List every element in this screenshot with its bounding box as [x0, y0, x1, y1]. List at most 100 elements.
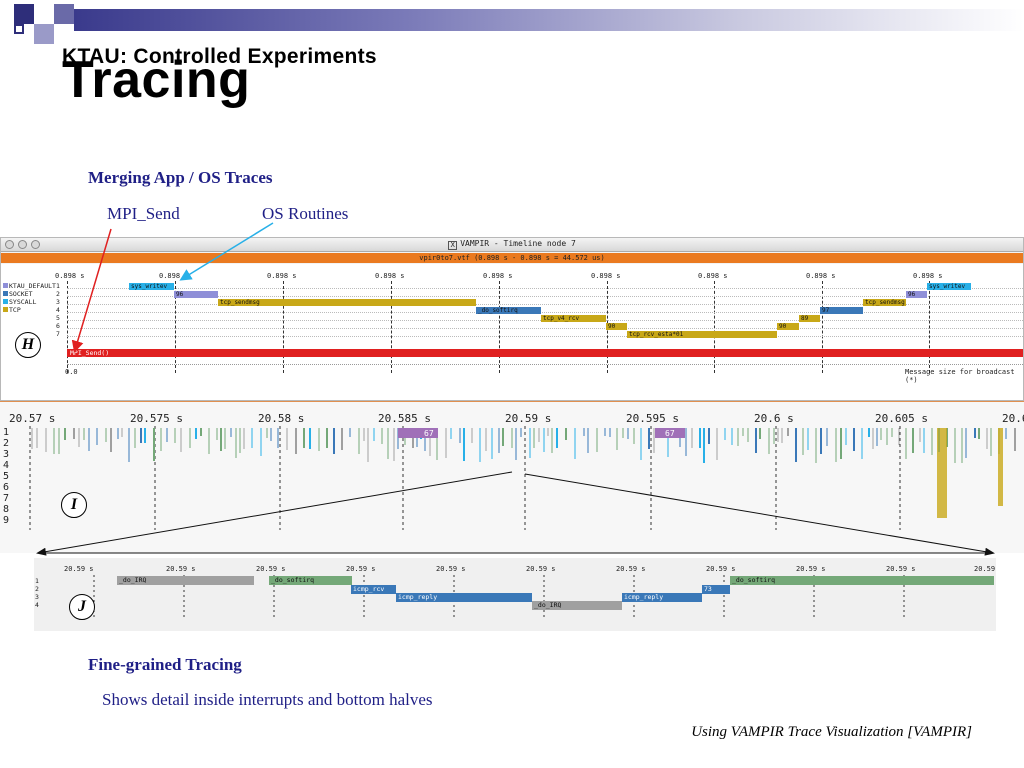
legend-swatch: [3, 299, 8, 304]
trace-bar-tcp-sendmsg[interactable]: tcp_sendmsg: [218, 299, 476, 306]
timeline-i-panel[interactable]: 20.57 s 20.575 s 20.58 s 20.585 s 20.59 …: [0, 401, 1024, 553]
timeline-i-event-block: [655, 428, 685, 438]
timeline-i-row: 1: [3, 427, 10, 438]
timeline-i-tick: 20.59 s: [505, 412, 552, 425]
trace-bar-do-irq[interactable]: _do_IRQ: [532, 601, 622, 610]
trace-bar-sys-writev[interactable]: sys_writev: [927, 283, 971, 290]
minimize-window-button[interactable]: [18, 240, 27, 249]
x-window-icon: X: [448, 241, 458, 250]
timeline-j-tick: 20.59 s: [256, 565, 286, 573]
timeline-h-row-line: [67, 328, 1023, 329]
timeline-h-tick: 0.898 s: [375, 272, 405, 280]
trace-bar-sys-writev[interactable]: sys_writev: [129, 283, 174, 290]
trace-bar-do-irq[interactable]: _do_IRQ: [117, 576, 254, 585]
legend-item: SOCKET: [3, 290, 32, 298]
timeline-h-row-line: [67, 312, 1023, 313]
timeline-h-row-line: [67, 296, 1023, 297]
timeline-j-row: 4: [35, 601, 39, 609]
timeline-j-row: 2: [35, 585, 39, 593]
heading-fine-grained: Fine-grained Tracing: [88, 655, 242, 674]
trace-bar-do-softirq[interactable]: _do_softirq: [730, 576, 994, 585]
timeline-h-gridline: [929, 281, 930, 373]
timeline-i-tick: 20.61: [1002, 412, 1024, 425]
trace-bar-icmp-rcv[interactable]: icmp_rcv: [351, 585, 396, 594]
timeline-h-tick: 0.898 s: [913, 272, 943, 280]
timeline-i-row: 7: [3, 493, 10, 504]
timeline-h-tick: 0.898 s: [267, 272, 297, 280]
timeline-i-tick: 20.6 s: [754, 412, 794, 425]
row-number: 1: [56, 282, 60, 290]
timeline-j-tick: 20.59 s: [64, 565, 94, 573]
slide-subtitle: KTAU: Controlled Experiments: [62, 45, 377, 68]
timeline-i-tick: 20.595 s: [626, 412, 679, 425]
timeline-h-tick: 0.898 s: [806, 272, 836, 280]
timeline-h-gridline: [391, 281, 392, 373]
timeline-j-row: 1: [35, 577, 39, 585]
timeline-i-events: [31, 428, 1016, 463]
trace-bar-tcp[interactable]: 90: [777, 323, 799, 330]
trace-bar-tcp[interactable]: 89: [799, 315, 820, 322]
timeline-j-tick: 20.59 s: [346, 565, 376, 573]
timeline-j-tick: 20.59 s: [526, 565, 556, 573]
legend-item: SYSCALL: [3, 298, 36, 306]
trace-bar-tcp-v4-rcv[interactable]: tcp_v4_rcv: [541, 315, 606, 322]
trace-bar-tcp-rcv-esta[interactable]: tcp_rcv_esta*01: [627, 331, 777, 338]
timeline-j-tick: 20.59: [974, 565, 996, 573]
timeline-j-tick: 20.59 s: [796, 565, 826, 573]
timeline-i-event-block: [398, 428, 438, 438]
row-number: 2: [56, 290, 60, 298]
timeline-i-row: 8: [3, 504, 10, 515]
timeline-h-gridline: [714, 281, 715, 373]
axis-zero-label: 0.0: [65, 368, 78, 376]
row-number: 5: [56, 314, 60, 322]
legend-item: TCP: [3, 306, 21, 314]
close-window-button[interactable]: [5, 240, 14, 249]
trace-bar-do-softirq[interactable]: _do_softirq: [476, 307, 541, 314]
trace-bar-tcp[interactable]: 90: [606, 323, 627, 330]
marker-h: H: [15, 332, 41, 358]
legend-swatch: [3, 291, 8, 296]
timeline-h-tick: 0.898 s: [698, 272, 728, 280]
timeline-j-tick: 20.59 s: [706, 565, 736, 573]
timeline-i-label: 67: [424, 429, 434, 438]
timeline-j-panel[interactable]: 20.59 s 20.59 s 20.59 s 20.59 s 20.59 s …: [34, 558, 996, 631]
heading-merging: Merging App / OS Traces: [88, 168, 273, 187]
timeline-i-row: 5: [3, 471, 10, 482]
trace-bar-socket[interactable]: 73: [702, 585, 730, 594]
description-text: Shows detail inside interrupts and botto…: [102, 690, 433, 709]
timeline-h-tick: 0.898 s: [159, 272, 189, 280]
slide-title: Tracing: [62, 51, 251, 109]
label-os-routines: OS Routines: [262, 204, 349, 223]
zoom-window-button[interactable]: [31, 240, 40, 249]
title-gradient-bar: [74, 9, 1024, 31]
deco-square-dark: [14, 4, 34, 24]
trace-bar-ktau[interactable]: 96: [174, 291, 218, 298]
row-number: 3: [56, 298, 60, 306]
mpi-send-bar[interactable]: MPI_Send(): [67, 349, 1023, 357]
timeline-i-trace: 67 67: [29, 426, 1016, 530]
trace-bar-icmp-reply[interactable]: icmp_reply: [396, 593, 532, 602]
timeline-h-gridline: [175, 281, 176, 373]
timeline-h-gridline: [822, 281, 823, 373]
timeline-h-plot[interactable]: 0.898 s 0.898 s 0.898 s 0.898 s 0.898 s …: [1, 264, 1023, 400]
timeline-h-tick: 0.898 s: [55, 272, 85, 280]
timeline-i-event-block: [937, 428, 947, 518]
trace-bar-socket[interactable]: 97: [820, 307, 863, 314]
marker-i: I: [61, 492, 87, 518]
timeline-j-tick: 20.59 s: [436, 565, 466, 573]
timeline-i-tick: 20.57 s: [9, 412, 56, 425]
window-title: VAMPIR - Timeline node 7: [460, 239, 576, 248]
timeline-i-row: 3: [3, 449, 10, 460]
timeline-h-axis-line: [67, 364, 1023, 365]
trace-bar-do-softirq[interactable]: _do_softirq: [269, 576, 352, 585]
timeline-h-tick: 0.898 s: [591, 272, 621, 280]
trace-bar-ktau[interactable]: 96: [906, 291, 927, 298]
deco-square-small: [14, 24, 24, 34]
window-titlebar[interactable]: X VAMPIR - Timeline node 7: [1, 238, 1023, 252]
trace-bar-tcp-sendmsg[interactable]: tcp_sendmsg: [863, 299, 906, 306]
label-mpi-send: MPI_Send: [107, 204, 180, 223]
credit-text: Using VAMPIR Trace Visualization [VAMPIR…: [691, 724, 972, 740]
timeline-h-row-line: [67, 304, 1023, 305]
trace-bar-icmp-reply[interactable]: icmp_reply: [622, 593, 702, 602]
timeline-i-row: 9: [3, 515, 10, 526]
